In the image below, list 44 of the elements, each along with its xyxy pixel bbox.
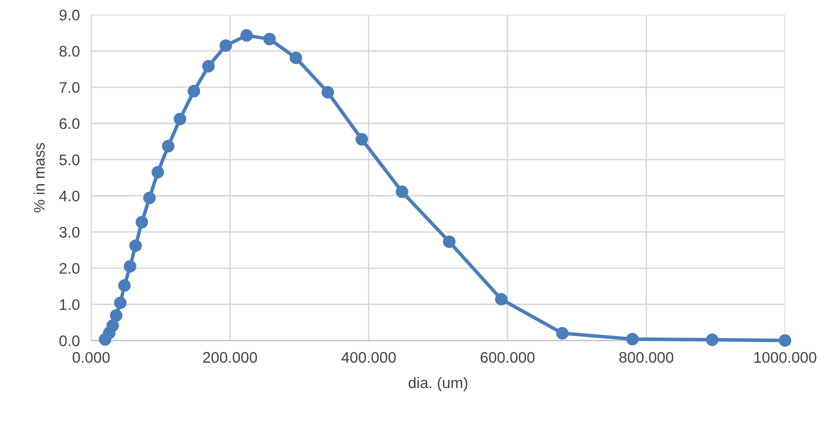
x-tick-label: 800.000 (619, 352, 674, 363)
y-tick-label: 4.0 (59, 190, 80, 202)
point (290, 52, 302, 64)
point (188, 84, 200, 98)
y-tick-label: 3.0 (59, 226, 80, 238)
y-tick-label: 6.0 (60, 118, 80, 130)
x-tick-label: 400.000 (341, 352, 396, 363)
point (322, 86, 334, 98)
y-tick-label: 7.0 (60, 82, 80, 93)
point (136, 216, 148, 228)
y-tick-label: 1.0 (60, 299, 80, 310)
point (356, 133, 368, 146)
point (152, 166, 164, 178)
point (556, 327, 569, 340)
point (396, 186, 408, 198)
point (143, 192, 156, 204)
x-tick-label: 200.000 (203, 352, 257, 363)
point (263, 32, 276, 46)
y-tick-label: 2.0 (60, 263, 80, 274)
point (124, 260, 136, 273)
point (706, 334, 718, 346)
point (442, 235, 456, 248)
point (202, 60, 215, 72)
point (106, 319, 119, 332)
point (118, 279, 131, 292)
y-tick-label: 8.0 (60, 46, 80, 57)
point (626, 332, 639, 346)
point (162, 140, 174, 152)
y-axis-title: % in mass (33, 142, 45, 212)
y-tick-label: 9.0 (60, 10, 80, 20)
x-tick-label: 1000.000 (754, 352, 816, 363)
point (495, 293, 508, 306)
point (174, 112, 186, 126)
point (240, 29, 253, 42)
point (114, 296, 127, 310)
x-axis-title: dia. (um) (408, 376, 468, 392)
point (778, 334, 792, 347)
y-tick-label: 0.0 (59, 335, 80, 346)
y-tick-label: 5.0 (59, 154, 80, 166)
x-tick-label: 0.000 (72, 352, 110, 363)
point (220, 39, 232, 52)
x-tick-label: 600.000 (480, 352, 535, 363)
point (129, 239, 142, 252)
point (110, 309, 122, 322)
